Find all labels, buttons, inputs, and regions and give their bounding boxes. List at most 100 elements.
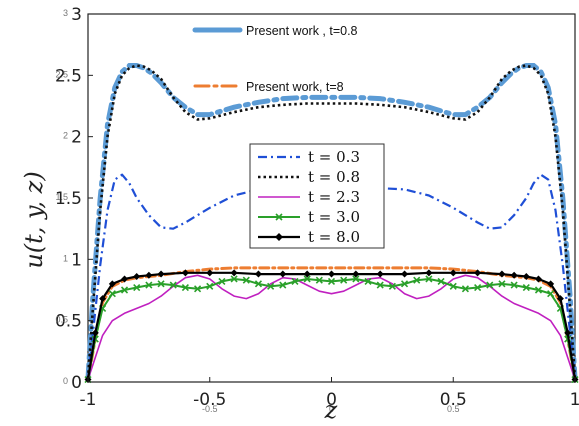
series-marker-3-24 — [364, 277, 372, 285]
series-marker-3-11 — [206, 282, 214, 290]
y-ghost-label: 0 — [63, 376, 68, 386]
legend-label-2: t = 2.3 — [308, 188, 360, 206]
y-tick-label: 2 — [71, 128, 82, 148]
series-marker-4-7 — [157, 270, 165, 278]
y-axis-label: u(t, y, z) — [20, 171, 48, 268]
series-marker-3-13 — [230, 275, 238, 283]
series-marker-4-23 — [522, 273, 530, 281]
series-marker-3-20 — [315, 276, 323, 284]
series-marker-3-31 — [449, 282, 457, 290]
series-marker-3-17 — [279, 281, 287, 289]
series-marker-3-7 — [157, 280, 165, 288]
series-marker-4-8 — [181, 269, 189, 277]
legend-label-1: t = 0.8 — [308, 168, 360, 186]
series-marker-4-1 — [91, 329, 99, 337]
series-marker-4-12 — [279, 270, 287, 278]
x-tick-label: 0 — [326, 390, 337, 410]
y-ghost-label: 3 — [63, 8, 68, 18]
series-marker-3-5 — [133, 283, 141, 292]
x-ghost-label: 0 — [329, 404, 334, 414]
series-marker-4-9 — [206, 269, 214, 277]
series-marker-4-16 — [376, 270, 384, 278]
series-marker-3-36 — [510, 281, 518, 289]
series-marker-3-25 — [376, 281, 384, 289]
x-tick-label: -1 — [80, 390, 97, 410]
x-tick-label: 0.5 — [440, 390, 467, 410]
series-marker-3-21 — [327, 277, 336, 285]
series-marker-3-35 — [498, 280, 506, 288]
series-layer — [84, 63, 579, 384]
series-marker-4-3 — [108, 280, 116, 288]
x-axis-label: z — [324, 396, 338, 424]
x-ghost-label: 0.5 — [447, 404, 460, 414]
series-line-2 — [87, 274, 576, 380]
axis-layer: -1 -0.5 0 0.5 1-0.5 0 0.500.511.522.5300.511.5… — [55, 5, 579, 414]
overlay-line-0 — [85, 63, 578, 381]
y-tick-label: 1.5 — [55, 189, 82, 209]
y-ghost-label: 2.5 — [55, 69, 68, 79]
y-ghost-label: 0.5 — [55, 315, 68, 325]
series-marker-3-32 — [461, 285, 469, 293]
series-marker-4-4 — [121, 275, 129, 283]
series-marker-3-10 — [194, 285, 202, 293]
series-marker-3-38 — [534, 286, 543, 294]
series-marker-4-26 — [556, 295, 564, 303]
legend-marker-3 — [275, 213, 283, 221]
top-legend: Present work , t=0.8 Present work, t=8 — [192, 24, 358, 94]
x-tick-label: 1 — [570, 390, 579, 410]
series-marker-4-11 — [254, 270, 262, 278]
legend-marker-4 — [275, 233, 283, 241]
series-marker-4-17 — [401, 270, 409, 278]
legend-label-0: t = 0.3 — [308, 148, 360, 166]
series-marker-4-24 — [534, 275, 542, 283]
series-marker-3-37 — [522, 283, 530, 292]
series-marker-4-6 — [145, 271, 153, 279]
series-marker-4-14 — [328, 270, 335, 278]
x-ghost-label: -0.5 — [202, 404, 218, 414]
main-legend: t = 0.3 t = 0.8 t = 2.3 t = 3.0 t = 8.0 — [249, 143, 385, 249]
series-marker-3-34 — [486, 281, 494, 289]
y-tick-label: 1 — [71, 250, 82, 270]
series-marker-4-10 — [230, 269, 238, 277]
series-marker-3-12 — [218, 277, 226, 285]
series-marker-4-22 — [510, 271, 518, 279]
series-marker-4-5 — [133, 273, 141, 281]
series-marker-3-30 — [437, 277, 445, 285]
series-marker-3-6 — [145, 281, 153, 289]
legend-label-3: t = 3.0 — [308, 208, 360, 226]
series-marker-3-23 — [352, 275, 360, 283]
series-marker-3-9 — [181, 283, 189, 292]
series-marker-4-20 — [474, 269, 482, 277]
series-marker-3-28 — [413, 276, 421, 284]
series-marker-4-2 — [99, 295, 107, 303]
legend-box — [249, 143, 385, 249]
series-marker-4-25 — [547, 280, 555, 288]
y-tick-label: 2.5 — [55, 66, 82, 86]
y-tick-label: 0 — [71, 373, 82, 393]
series-marker-3-27 — [400, 280, 409, 288]
series-marker-3-3 — [108, 290, 116, 298]
series-marker-3-16 — [267, 282, 275, 290]
series-marker-4-13 — [303, 270, 311, 278]
series-marker-3-33 — [474, 283, 482, 292]
y-tick-label: 3 — [71, 5, 82, 25]
legend-label-4: t = 8.0 — [308, 228, 360, 246]
series-marker-4-27 — [564, 329, 572, 337]
series-marker-4-19 — [449, 269, 457, 277]
y-ghost-label: 1.5 — [55, 192, 68, 202]
series-marker-3-8 — [169, 281, 177, 289]
series-marker-3-22 — [340, 276, 348, 284]
series-marker-3-18 — [291, 277, 299, 285]
top-legend-label-1: Present work, t=8 — [246, 80, 344, 94]
x-tick-label: -0.5 — [193, 390, 226, 410]
series-marker-3-29 — [425, 275, 433, 283]
series-line-4 — [86, 271, 577, 380]
overlay-line-1 — [86, 266, 577, 381]
series-marker-3-19 — [303, 275, 311, 283]
series-marker-4-15 — [352, 270, 360, 278]
y-ghost-label: 2 — [63, 131, 68, 141]
series-marker-4-21 — [498, 270, 506, 278]
series-marker-3-39 — [547, 290, 555, 298]
series-marker-4-18 — [425, 269, 433, 277]
